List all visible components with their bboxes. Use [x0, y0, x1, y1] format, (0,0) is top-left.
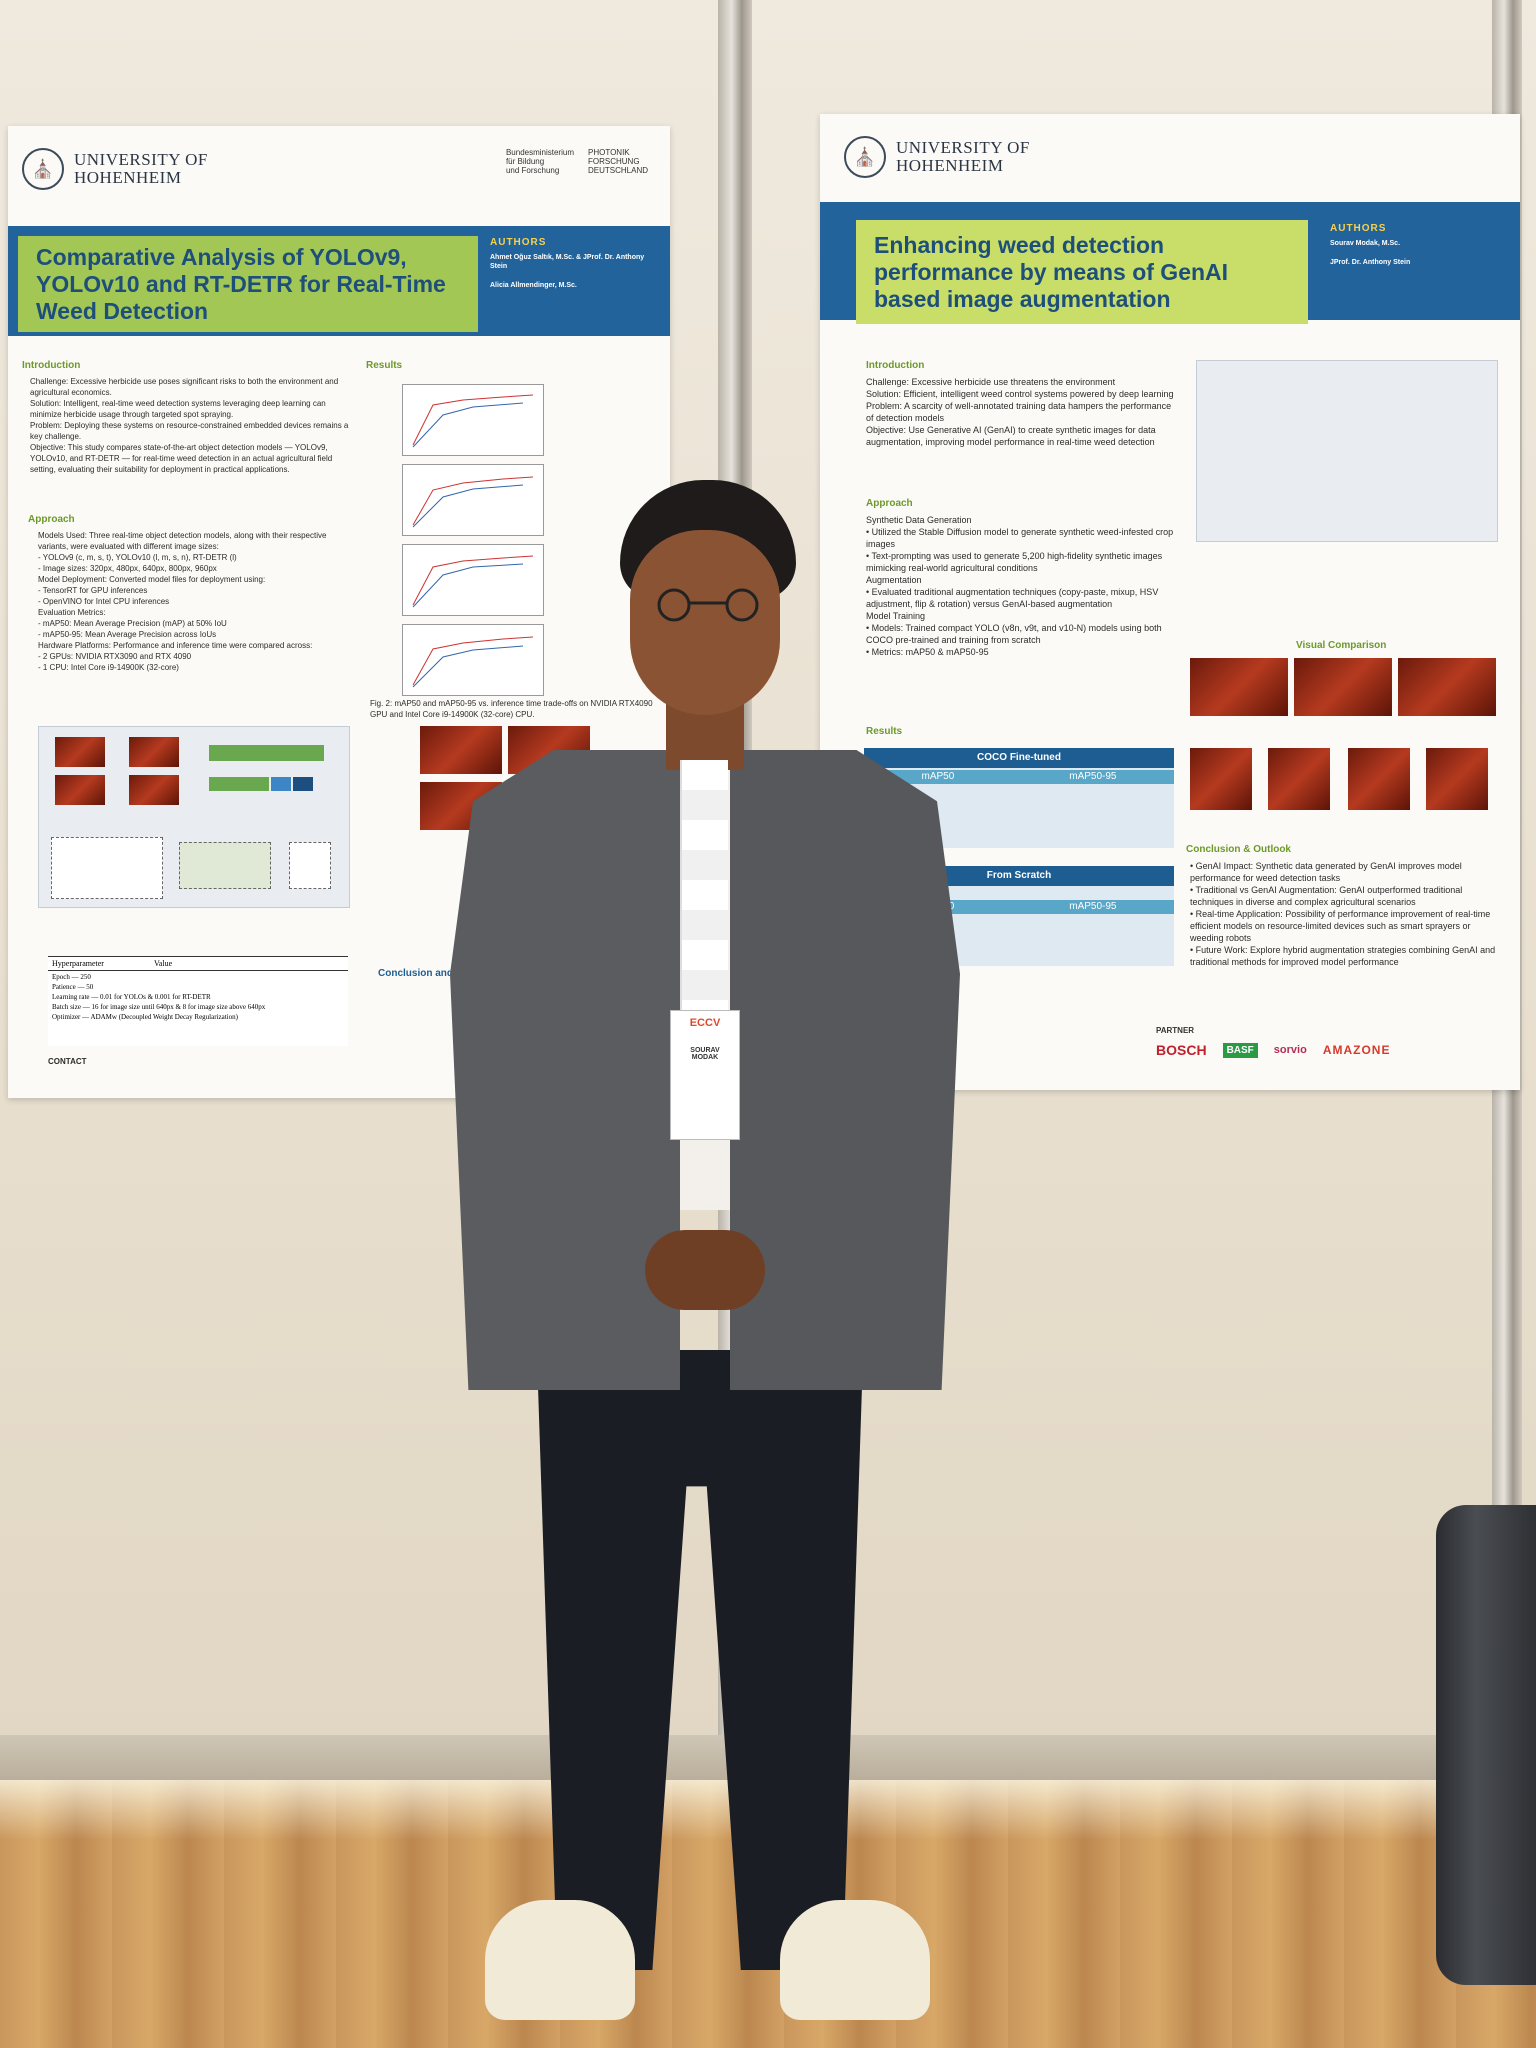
sponsor-logos: Bundesministerium für Bildung und Forsch… [506, 148, 648, 175]
table-row: Epoch — 250 [52, 973, 91, 981]
title-box: Comparative Analysis of YOLOv9, YOLOv10 … [18, 236, 478, 332]
hyperparameter-table: Hyperparameter Value Epoch — 250 Patienc… [48, 956, 348, 1046]
authors-heading: AUTHORS [1330, 223, 1387, 234]
synthetic-image [1190, 748, 1252, 810]
trousers [536, 1350, 864, 1970]
author-2: JProf. Dr. Anthony Stein [1330, 259, 1411, 266]
left-sneaker [485, 1900, 635, 2020]
real-world-image [1294, 658, 1392, 716]
synthetic-image [1426, 748, 1488, 810]
conclusion-text: • GenAI Impact: Synthetic data generated… [1190, 861, 1496, 967]
synthetic-image [1348, 748, 1410, 810]
section-introduction: Introduction [866, 360, 925, 371]
poster-header: ⛪ UNIVERSITY OF HOHENHEIM Bundesminister… [8, 126, 670, 206]
backpack [1436, 1505, 1536, 1985]
table-row: Patience — 50 [52, 983, 94, 991]
blazer-left [450, 750, 680, 1390]
photonik-logo: PHOTONIK FORSCHUNG DEUTSCHLAND [587, 148, 648, 175]
badge-last-name: MODAK [691, 1054, 719, 1061]
university-seal-icon: ⛪ [844, 136, 886, 178]
author-1: Sourav Modak, M.Sc. [1330, 240, 1401, 247]
real-world-image [1398, 658, 1496, 716]
section-approach: Approach [28, 514, 75, 525]
approach-text: Models Used: Three real-time object dete… [38, 531, 327, 672]
sorvio-logo: sorvio [1273, 1044, 1307, 1056]
badge-conference: ECCV [689, 1017, 721, 1029]
badge-first-name: SOURAV [690, 1047, 720, 1054]
partner-label: PARTNER [1156, 1026, 1195, 1035]
synthetic-image [1268, 748, 1330, 810]
amazone-logo: AMAZONE [1322, 1043, 1391, 1057]
approach-text: Synthetic Data Generation • Utilized the… [866, 515, 1174, 657]
contact-label: CONTACT [48, 1057, 87, 1066]
table-col-header: Value [153, 959, 173, 968]
right-sneaker [780, 1900, 930, 2020]
section-visual-comparison: Visual Comparison [1296, 640, 1387, 651]
authors-block: AUTHORS Sourav Modak, M.Sc. JProf. Dr. A… [1330, 224, 1510, 267]
face [630, 530, 780, 715]
section-results: Results [866, 726, 903, 737]
partner-logos: BOSCH BASF sorvio AMAZONE [1156, 1042, 1390, 1058]
lanyard [680, 760, 728, 1030]
university-name: UNIVERSITY OF HOHENHEIM [74, 150, 208, 187]
table-row: Learning rate — 0.01 for YOLOs & 0.001 f… [52, 993, 211, 1001]
authors-block: AUTHORS Ahmet Oğuz Saltık, M.Sc. & JProf… [490, 238, 660, 290]
section-conclusion: Conclusion & Outlook [1186, 844, 1291, 855]
ground-truth-image [420, 726, 502, 774]
poster-title: Enhancing weed detection performance by … [874, 231, 1229, 312]
title-box: Enhancing weed detection performance by … [856, 220, 1308, 324]
person: ECCV SOURAV MODAK [430, 470, 970, 2048]
conference-badge: ECCV SOURAV MODAK [670, 1010, 740, 1140]
author-1: Ahmet Oğuz Saltık, M.Sc. & JProf. Dr. An… [490, 254, 645, 270]
author-2: Alicia Allmendinger, M.Sc. [490, 282, 577, 289]
university-logo: ⛪ UNIVERSITY OF HOHENHEIM [22, 148, 208, 190]
workflow-figure [38, 726, 350, 908]
results-chart [402, 464, 544, 536]
intro-text: Challenge: Excessive herbicide use poses… [30, 377, 349, 474]
blazer-right [730, 750, 960, 1390]
bosch-logo: BOSCH [1156, 1042, 1207, 1058]
results-chart [402, 624, 544, 696]
authors-heading: AUTHORS [490, 237, 547, 248]
clasped-hands [645, 1230, 765, 1310]
section-approach: Approach [866, 498, 913, 509]
university-seal-icon: ⛪ [22, 148, 64, 190]
results-chart [402, 384, 544, 456]
bmbf-logo: Bundesministerium für Bildung und Forsch… [505, 148, 574, 175]
real-world-image [1190, 658, 1288, 716]
glasses-icon [657, 588, 759, 622]
intro-text: Challenge: Excessive herbicide use threa… [866, 377, 1174, 447]
poster-title: Comparative Analysis of YOLOv9, YOLOv10 … [36, 243, 446, 324]
table-title: COCO Fine-tuned [864, 748, 1174, 768]
table-row: Optimizer — ADAMw (Decoupled Weight Deca… [52, 1013, 238, 1021]
pipeline-diagram [1196, 360, 1498, 542]
fig2-caption: Fig. 2: mAP50 and mAP50-95 vs. inference… [370, 699, 653, 719]
results-chart [402, 544, 544, 616]
basf-logo: BASF [1222, 1042, 1258, 1058]
university-logo: ⛪ UNIVERSITY OF HOHENHEIM [844, 136, 1030, 178]
section-introduction: Introduction [22, 360, 81, 371]
table-col-header: Hyperparameter [52, 959, 104, 968]
university-name: UNIVERSITY OF HOHENHEIM [896, 138, 1030, 175]
section-conclusion: Conclusion and [378, 968, 453, 979]
table-row: Batch size — 16 for image size until 640… [52, 1003, 266, 1011]
section-results: Results [366, 360, 403, 371]
poster-header: ⛪ UNIVERSITY OF HOHENHEIM [820, 114, 1520, 194]
